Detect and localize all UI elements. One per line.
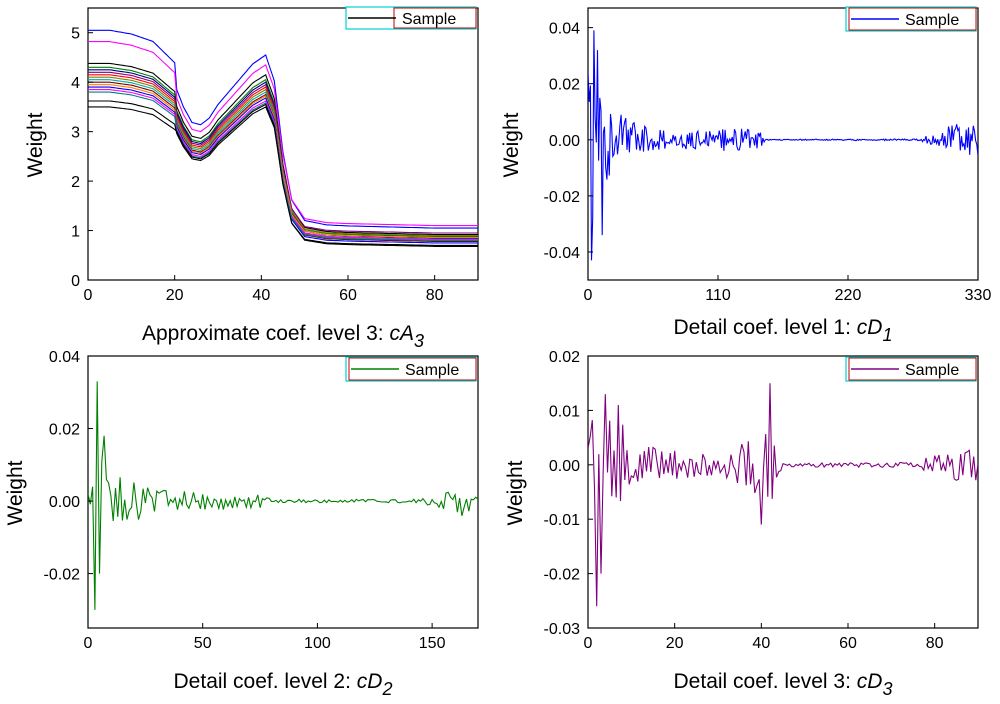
legend: Sample xyxy=(345,6,477,30)
y-tick-label: 0.01 xyxy=(549,403,580,420)
y-tick-label: 0.00 xyxy=(49,494,80,511)
x-tick-label: 60 xyxy=(839,635,857,652)
axes: 0 20 40 60 80 0 1 2 3 4 5 xyxy=(71,26,444,304)
x-tick-label: 40 xyxy=(752,635,770,652)
legend-box-inner xyxy=(848,357,977,381)
axes: 0 20 40 60 80 -0.03 -0.02 -0.01 0.00 0.01 0.02 xyxy=(544,349,944,652)
y-tick-label: 3 xyxy=(71,125,80,142)
y-tick-label: 4 xyxy=(71,75,80,92)
legend-box-inner xyxy=(348,357,477,381)
series-group xyxy=(588,383,978,607)
plot-frame xyxy=(587,355,979,629)
plot-area xyxy=(88,29,478,247)
y-tick-label: 5 xyxy=(71,26,80,43)
series-line-s2 xyxy=(88,41,478,227)
legend: Sample xyxy=(345,356,477,382)
legend-label: Sample xyxy=(402,11,456,28)
x-tick-label: 150 xyxy=(419,635,446,652)
legend-label: Sample xyxy=(405,362,459,379)
y-tick-label: 0.02 xyxy=(549,349,580,366)
x-tick-label: 100 xyxy=(304,635,331,652)
x-tick-label: 80 xyxy=(926,635,944,652)
y-axis-label: Weight xyxy=(4,460,27,525)
y-tick-label: 0.02 xyxy=(49,422,80,439)
series-group xyxy=(88,381,478,610)
plot-frame xyxy=(87,355,479,629)
x-tick-label: 110 xyxy=(705,287,731,304)
x-tick-label: 50 xyxy=(194,635,212,652)
axes: 0 110 220 330 -0.04 -0.02 0.00 0.02 0.04 xyxy=(544,21,992,304)
axes: 0 50 100 150 -0.02 0.00 0.02 0.04 xyxy=(44,349,446,652)
panel-detail-cD3: 0 20 40 60 80 -0.03 -0.02 -0.01 0.00 0.01 0.02 Wei… xyxy=(504,349,979,699)
x-tick-label: 0 xyxy=(84,287,93,304)
signal-line xyxy=(588,30,978,261)
y-axis-label: Weight xyxy=(24,112,47,177)
series-group xyxy=(88,29,478,247)
legend-label: Sample xyxy=(905,12,959,29)
panel-approximate-cA3: 0 20 40 60 80 0 1 2 3 4 5 Weight Approximate coef.… xyxy=(24,6,479,351)
panel-detail-cD1: 0 110 220 330-0.04-0.020.000.020.04 Weight … xyxy=(500,6,992,345)
plot-area xyxy=(588,383,978,607)
legend-box-inner xyxy=(848,7,977,31)
y-axis-label: Weight xyxy=(504,460,527,525)
series-group xyxy=(588,30,978,261)
x-tick-label: 60 xyxy=(339,287,357,304)
series-line-s16 xyxy=(88,103,478,247)
y-tick-label: 2 xyxy=(71,174,80,191)
x-tick-label: 40 xyxy=(252,287,270,304)
y-tick-label: -0.04 xyxy=(544,245,581,262)
y-tick-label: 0 xyxy=(71,273,80,290)
plot-area xyxy=(588,30,978,261)
x-tick-label: 0 xyxy=(584,635,593,652)
legend: Sample xyxy=(845,6,977,32)
x-axis-label: Detail coef. level 2: cD2 xyxy=(174,670,393,699)
x-tick-label: 330 xyxy=(965,287,992,304)
y-tick-label: 0.00 xyxy=(549,458,580,475)
y-tick-label: -0.01 xyxy=(544,512,581,529)
series-line-s14 xyxy=(88,91,478,241)
y-tick-label: -0.03 xyxy=(544,621,581,638)
y-tick-label: 0.04 xyxy=(549,21,580,38)
x-tick-label: 20 xyxy=(666,635,684,652)
legend-label: Sample xyxy=(905,362,959,379)
y-tick-label: 0.04 xyxy=(49,349,80,366)
y-tick-label: 1 xyxy=(71,224,80,241)
signal-line xyxy=(588,383,978,607)
panel-detail-cD2: 0 50 100 150 -0.02 0.00 0.02 0.04 Weight Detail… xyxy=(4,349,479,699)
x-axis-label: Approximate coef. level 3: cA3 xyxy=(142,322,424,351)
y-tick-label: 0.02 xyxy=(549,77,580,94)
y-axis-label: Weight xyxy=(500,112,523,177)
y-tick-label: 0.00 xyxy=(549,133,580,150)
x-tick-label: 220 xyxy=(835,287,862,304)
x-tick-label: 0 xyxy=(584,287,593,304)
y-tick-label: -0.02 xyxy=(44,567,81,584)
y-tick-label: -0.02 xyxy=(544,189,581,206)
signal-line xyxy=(88,381,478,610)
x-tick-label: 20 xyxy=(166,287,184,304)
y-tick-label: -0.02 xyxy=(544,567,581,584)
legend: Sample xyxy=(845,356,977,382)
x-axis-label: Detail coef. level 3: cD3 xyxy=(674,670,893,699)
x-axis-label: Detail coef. level 1: cD1 xyxy=(674,316,893,345)
x-tick-label: 80 xyxy=(426,287,444,304)
x-tick-label: 0 xyxy=(84,635,93,652)
plot-area xyxy=(88,381,478,610)
plot-frame xyxy=(587,7,979,281)
